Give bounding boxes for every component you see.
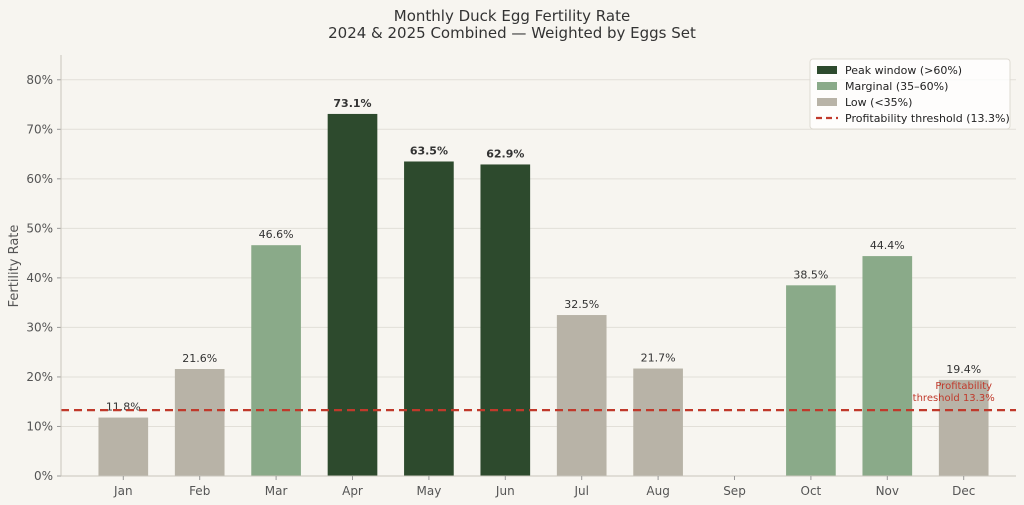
data-label: 21.6% — [182, 352, 217, 365]
bar-jul — [556, 315, 607, 476]
bar-aug — [633, 368, 683, 476]
x-tick-label: Nov — [876, 484, 899, 498]
x-tick-label: Jan — [113, 484, 133, 498]
data-label: 11.8% — [106, 401, 141, 414]
axes: 0% 10% 20% 30% 40% 50% 60% 70% 80% Jan Feb Mar Apr Ma… — [26, 55, 1016, 498]
y-tick-label: 70% — [26, 122, 53, 136]
x-tick-label: Apr — [342, 484, 363, 498]
y-tick-label: 60% — [26, 172, 53, 186]
chart-subtitle: 2024 & 2025 Combined — Weighted by Eggs … — [328, 24, 696, 42]
bar-may — [404, 161, 454, 477]
x-tick-label: Sep — [723, 484, 746, 498]
data-label: 62.9% — [486, 147, 524, 160]
bar-feb — [174, 369, 225, 476]
bar-nov — [862, 256, 913, 476]
data-label: 73.1% — [333, 97, 371, 110]
x-tick-label: May — [416, 484, 441, 498]
x-tick-label: Oct — [801, 484, 822, 498]
x-tick-label: Jun — [495, 484, 515, 498]
bar-jun — [480, 164, 531, 476]
bar-dec — [938, 379, 989, 476]
x-tick-label: Mar — [265, 484, 288, 498]
y-tick-label: 40% — [26, 271, 53, 285]
legend-swatch — [817, 82, 837, 90]
data-label: 44.4% — [870, 239, 905, 252]
bar-oct — [786, 285, 836, 476]
legend-label: Low (<35%) — [845, 96, 912, 109]
threshold-annotation-line2: threshold 13.3% — [913, 393, 995, 404]
legend: Peak window (>60%) Marginal (35–60%) Low (… — [809, 58, 1011, 130]
y-tick-label: 20% — [26, 370, 53, 384]
y-tick-label: 30% — [26, 320, 53, 334]
data-label: 38.5% — [793, 268, 828, 281]
y-tick-label: 10% — [26, 419, 53, 433]
bar-mar — [251, 245, 301, 476]
x-tick-label: Dec — [952, 484, 975, 498]
bars: 11.8% 21.6% 46.6% 73.1% 63.5% 62.9% 32.5% 21.7%… — [98, 97, 989, 477]
x-tick-label: Aug — [646, 484, 669, 498]
legend-swatch — [817, 66, 837, 74]
data-label: 63.5% — [410, 144, 448, 157]
bar-jan — [98, 417, 149, 476]
data-label: 32.5% — [564, 298, 599, 311]
y-axis-label: Fertility Rate — [7, 225, 22, 308]
legend-label: Profitability threshold (13.3%) — [845, 112, 1010, 125]
threshold-annotation-line1: Profitability — [935, 381, 992, 392]
legend-swatch — [817, 98, 837, 106]
data-label: 46.6% — [259, 228, 294, 241]
legend-label: Marginal (35–60%) — [845, 80, 948, 93]
data-label: 19.4% — [946, 363, 981, 376]
x-tick-label: Jul — [573, 484, 588, 498]
bar-apr — [327, 113, 378, 476]
data-label: 21.7% — [641, 352, 676, 365]
x-tick-label: Feb — [189, 484, 210, 498]
y-tick-label: 0% — [34, 469, 53, 483]
y-tick-label: 50% — [26, 221, 53, 235]
chart-title: Monthly Duck Egg Fertility Rate — [394, 7, 630, 25]
legend-label: Peak window (>60%) — [845, 64, 962, 77]
legend-box — [809, 58, 1011, 130]
y-tick-label: 80% — [26, 73, 53, 87]
